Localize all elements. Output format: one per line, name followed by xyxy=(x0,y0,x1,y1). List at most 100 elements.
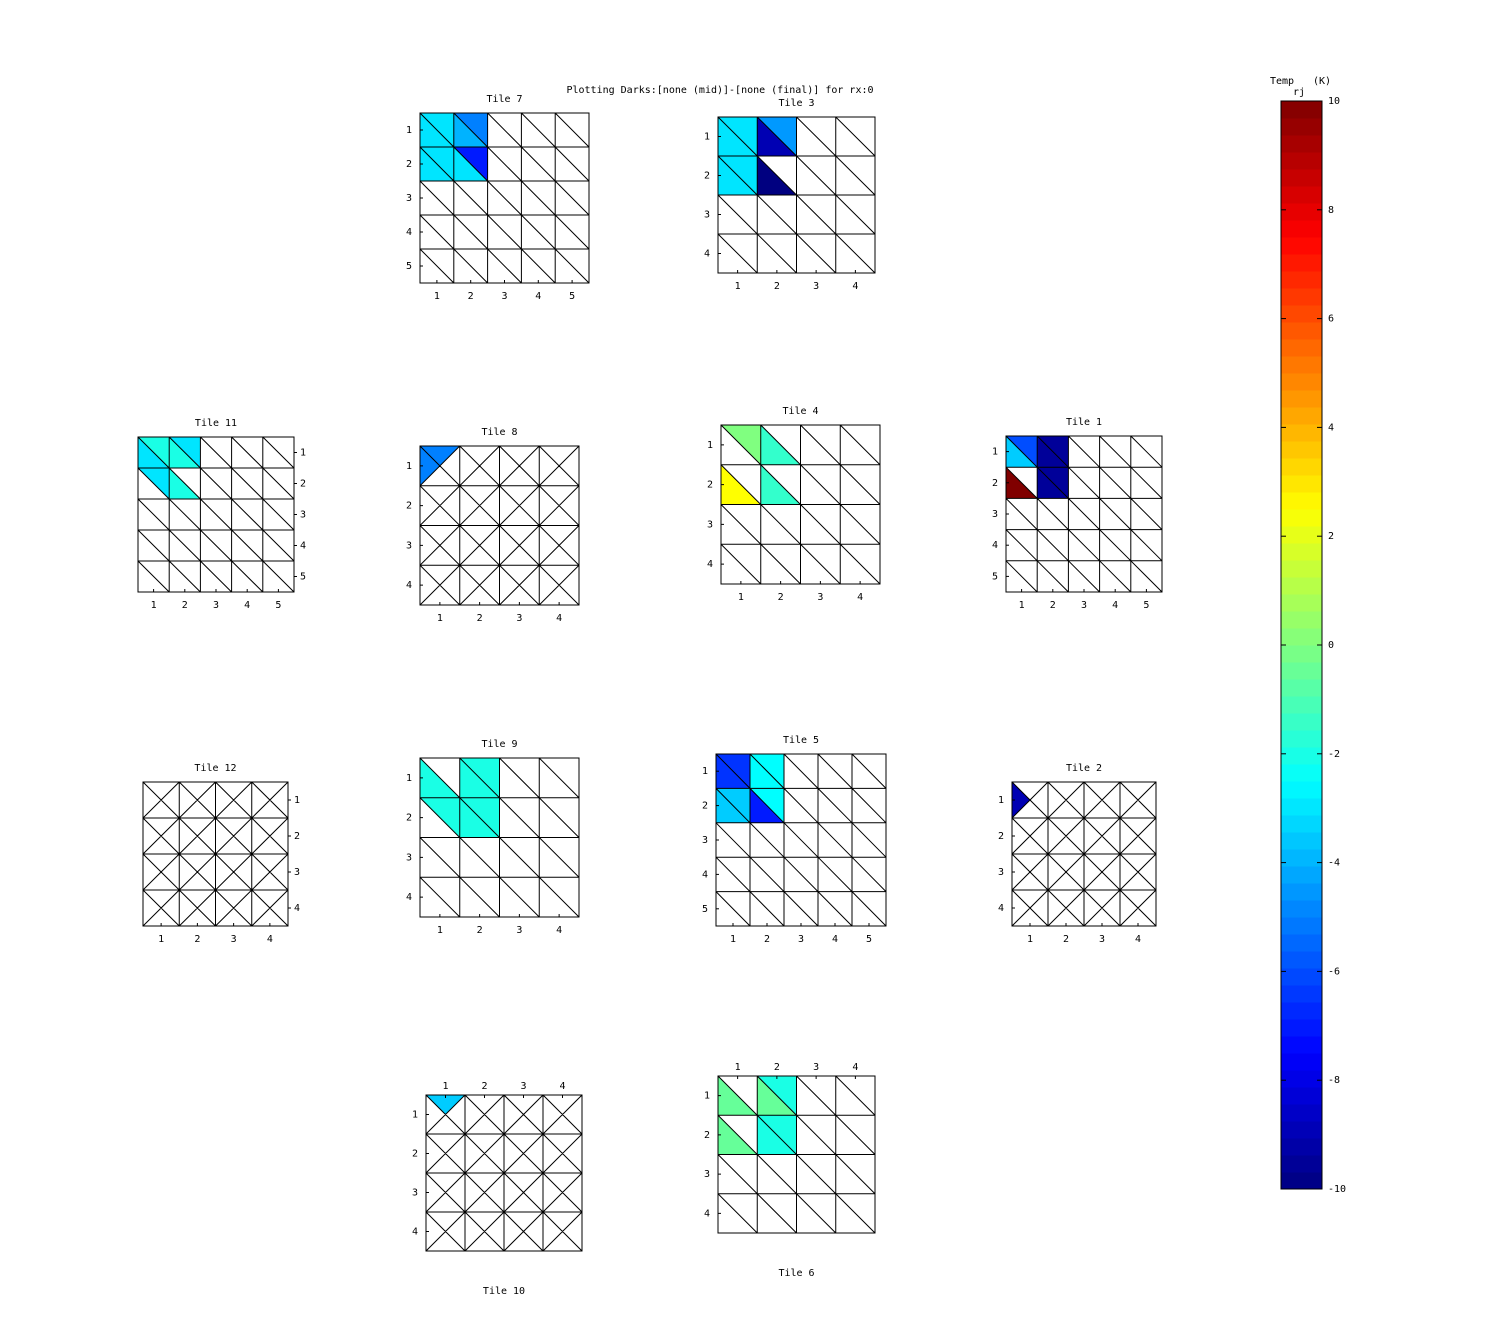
x-tick-label: 4 xyxy=(852,281,858,292)
x-tick-label: 5 xyxy=(275,600,281,611)
colorbar-step xyxy=(1281,679,1322,697)
x-tick-label: 2 xyxy=(468,291,474,302)
x-tick-label: 1 xyxy=(735,281,741,292)
colorbar-step xyxy=(1281,390,1322,408)
colorbar-step xyxy=(1281,696,1322,714)
y-tick-label: 5 xyxy=(702,904,708,915)
y-tick-label: 1 xyxy=(707,440,713,451)
x-tick-label: 1 xyxy=(437,925,443,936)
colorbar-tick-label: -6 xyxy=(1328,966,1340,977)
colorbar-step xyxy=(1281,866,1322,884)
x-tick-label: 1 xyxy=(735,1062,741,1073)
colorbar-step xyxy=(1281,968,1322,986)
y-tick-label: 1 xyxy=(406,773,412,784)
y-tick-label: 1 xyxy=(300,448,306,459)
x-tick-label: 3 xyxy=(520,1081,526,1092)
colorbar-step xyxy=(1281,764,1322,782)
figure-title: Plotting Darks:[none (mid)]-[none (final… xyxy=(566,85,873,96)
triangle xyxy=(420,446,440,486)
tile-title: Tile 11 xyxy=(195,418,237,429)
y-tick-label: 2 xyxy=(992,478,998,489)
colorbar-step xyxy=(1281,1070,1322,1088)
colorbar-step xyxy=(1281,288,1322,306)
x-tick-label: 3 xyxy=(213,600,219,611)
colorbar-step xyxy=(1281,322,1322,340)
x-tick-label: 5 xyxy=(1143,600,1149,611)
x-tick-label: 2 xyxy=(182,600,188,611)
colorbar-step xyxy=(1281,237,1322,255)
y-tick-label: 3 xyxy=(412,1188,418,1199)
y-tick-label: 4 xyxy=(406,892,412,903)
y-tick-label: 2 xyxy=(406,813,412,824)
colorbar-step xyxy=(1281,1019,1322,1037)
y-tick-label: 4 xyxy=(702,869,708,880)
x-tick-label: 3 xyxy=(817,592,823,603)
mesh xyxy=(419,445,580,606)
colorbar-step xyxy=(1281,356,1322,374)
colorbar-step xyxy=(1281,849,1322,867)
colorbar-step xyxy=(1281,458,1322,476)
x-tick-label: 4 xyxy=(852,1062,858,1073)
colorbar-tick-label: 4 xyxy=(1328,422,1334,433)
colorbar-step xyxy=(1281,135,1322,153)
x-tick-label: 4 xyxy=(535,291,541,302)
y-tick-label: 3 xyxy=(704,210,710,221)
colorbar-step xyxy=(1281,101,1322,119)
tile-title: Tile 9 xyxy=(481,739,517,750)
y-tick-label: 3 xyxy=(704,1169,710,1180)
mesh xyxy=(419,112,590,284)
mesh xyxy=(717,1075,876,1234)
y-tick-label: 3 xyxy=(406,852,412,863)
y-tick-label: 4 xyxy=(412,1227,418,1238)
colorbar-step xyxy=(1281,1053,1322,1071)
y-tick-label: 2 xyxy=(998,831,1004,842)
x-tick-label: 3 xyxy=(813,1062,819,1073)
colorbar-step xyxy=(1281,220,1322,238)
colorbar-step xyxy=(1281,1172,1322,1190)
x-tick-label: 3 xyxy=(798,934,804,945)
y-tick-label: 4 xyxy=(992,540,998,551)
colorbar-step xyxy=(1281,713,1322,731)
x-tick-label: 3 xyxy=(516,613,522,624)
colorbar-step xyxy=(1281,407,1322,425)
x-tick-label: 4 xyxy=(559,1081,565,1092)
colorbar-step xyxy=(1281,186,1322,204)
x-tick-label: 1 xyxy=(151,600,157,611)
colorbar-step xyxy=(1281,152,1322,170)
colorbar-label-subscript: rj xyxy=(1293,87,1305,98)
colorbar-step xyxy=(1281,577,1322,595)
colorbar-step xyxy=(1281,560,1322,578)
colorbar-step xyxy=(1281,730,1322,748)
y-tick-label: 1 xyxy=(704,132,710,143)
y-tick-label: 1 xyxy=(412,1110,418,1121)
triangle xyxy=(1012,782,1030,818)
mesh xyxy=(419,757,580,918)
colorbar-step xyxy=(1281,662,1322,680)
colorbar-step xyxy=(1281,1121,1322,1139)
colorbar-step xyxy=(1281,203,1322,221)
colorbar-step xyxy=(1281,594,1322,612)
tile-title: Tile 5 xyxy=(783,735,819,746)
y-tick-label: 1 xyxy=(998,795,1004,806)
mesh xyxy=(142,781,289,927)
colorbar-step xyxy=(1281,1104,1322,1122)
y-tick-label: 4 xyxy=(704,249,710,260)
y-tick-label: 3 xyxy=(406,193,412,204)
tile-title: Tile 8 xyxy=(481,427,517,438)
colorbar-step xyxy=(1281,1155,1322,1173)
y-tick-label: 2 xyxy=(412,1149,418,1160)
x-tick-label: 1 xyxy=(730,934,736,945)
x-tick-label: 1 xyxy=(158,934,164,945)
colorbar-step xyxy=(1281,628,1322,646)
x-tick-label: 2 xyxy=(1050,600,1056,611)
tile-title: Tile 6 xyxy=(778,1268,814,1279)
y-tick-label: 3 xyxy=(992,509,998,520)
x-tick-label: 5 xyxy=(569,291,575,302)
y-tick-label: 2 xyxy=(704,1130,710,1141)
colorbar-step xyxy=(1281,339,1322,357)
x-tick-label: 4 xyxy=(857,592,863,603)
y-tick-label: 1 xyxy=(294,795,300,806)
y-tick-label: 3 xyxy=(707,519,713,530)
